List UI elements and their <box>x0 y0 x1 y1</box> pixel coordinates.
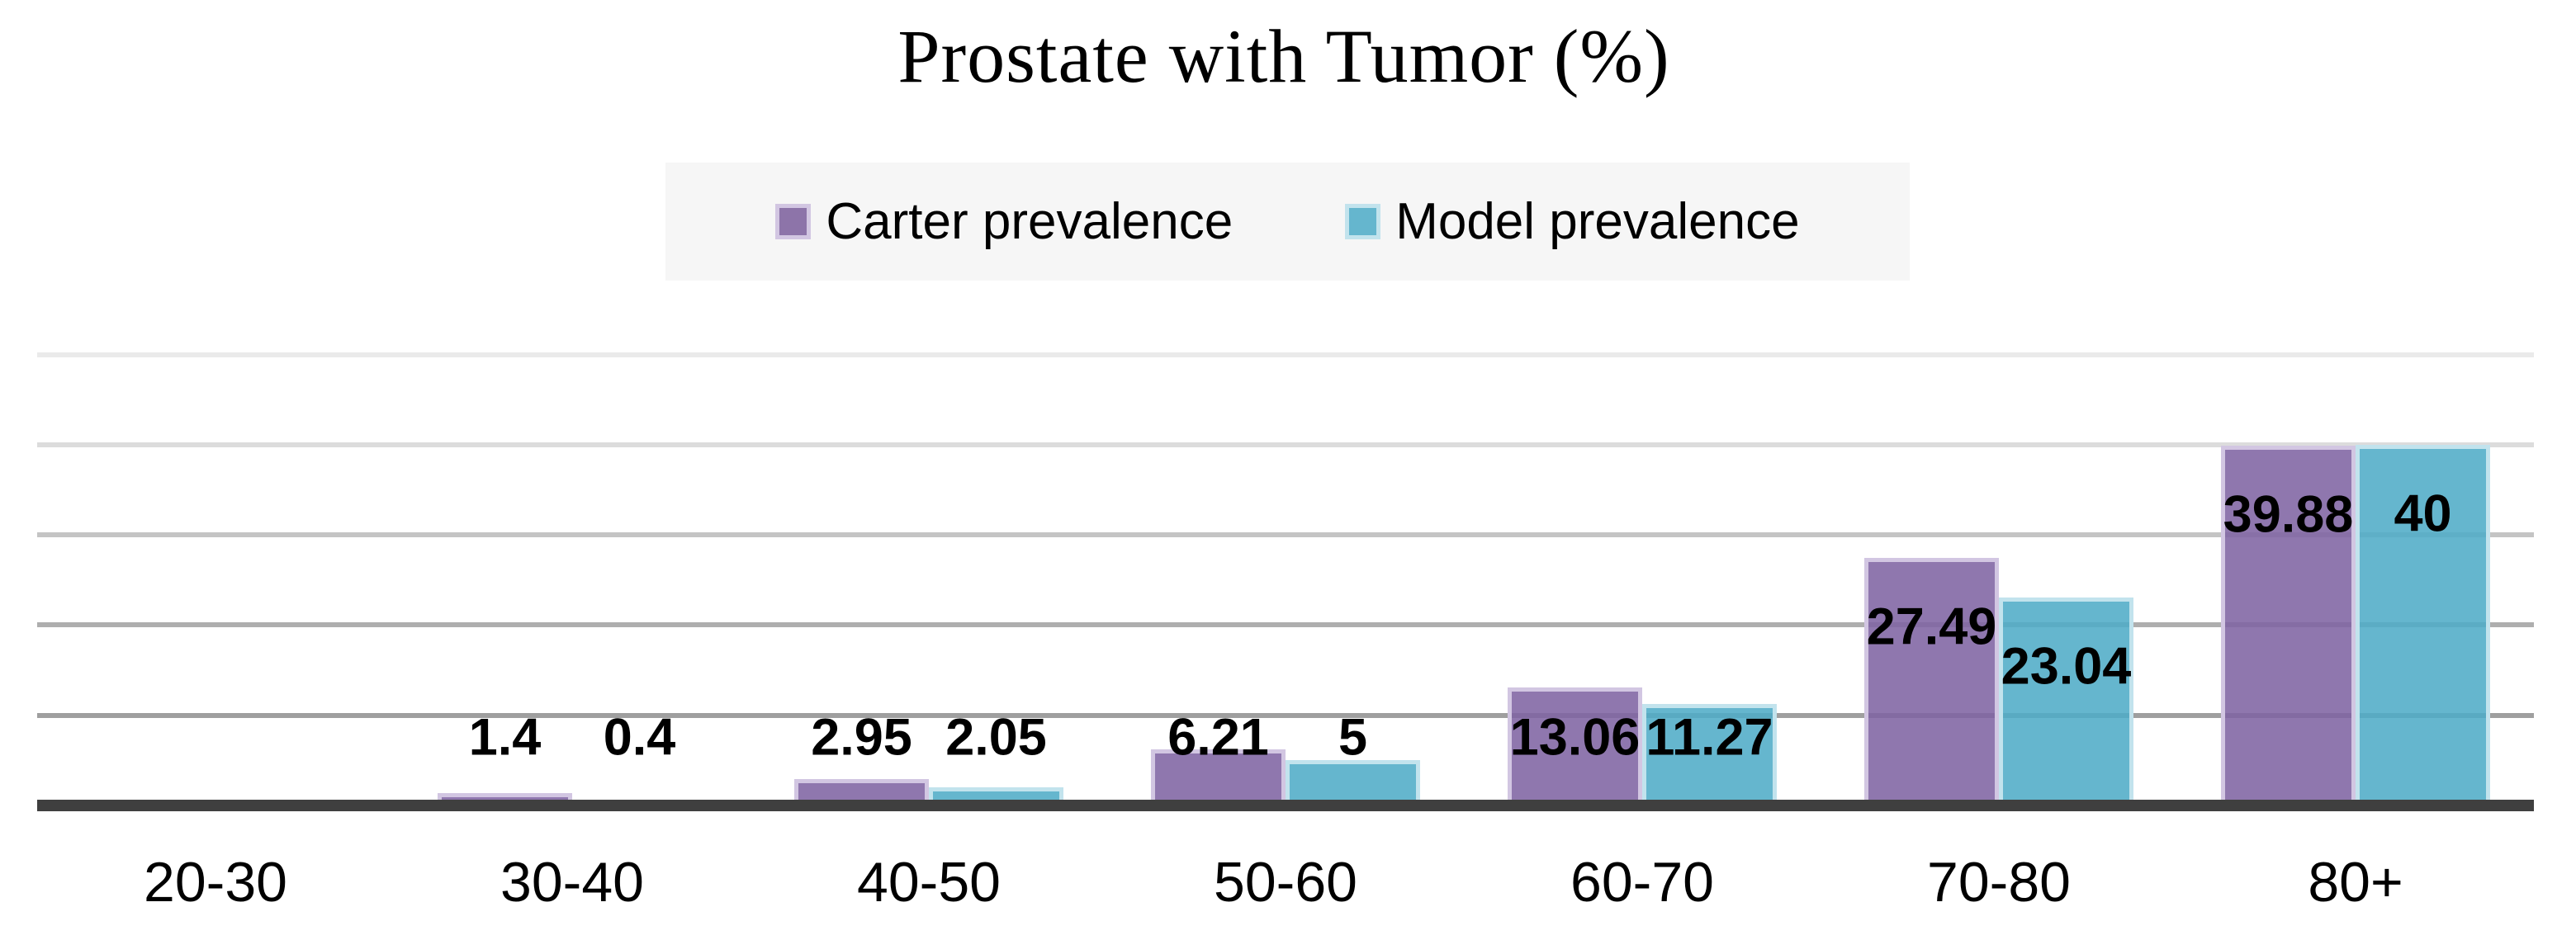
x-axis-label-50-60: 50-60 <box>1214 851 1357 914</box>
gridline-10 <box>37 712 2534 718</box>
data-label-model-70-80: 23.04 <box>2001 637 2132 696</box>
data-label-model-80+: 40 <box>2394 484 2452 543</box>
chart-title: Prostate with Tumor (%) <box>897 14 1670 98</box>
model-series-swatch-icon <box>1345 204 1381 239</box>
data-label-model-30-40: 0.4 <box>603 708 676 767</box>
legend-item-model: Model prevalence <box>1345 192 1800 250</box>
bar-model-70-80 <box>1999 598 2133 805</box>
data-label-model-50-60: 5 <box>1338 708 1368 767</box>
legend-label-model: Model prevalence <box>1395 192 1800 250</box>
carter-series-swatch-icon <box>775 204 812 239</box>
data-label-model-40-50: 2.05 <box>945 708 1047 767</box>
data-label-carter-60-70: 13.06 <box>1509 708 1641 767</box>
gridline-30 <box>37 532 2534 538</box>
bar-carter-50-60 <box>1151 749 1286 805</box>
bar-model-60-70 <box>1642 703 1777 805</box>
data-label-carter-30-40: 1.4 <box>468 708 542 767</box>
data-label-carter-50-60: 6.21 <box>1167 708 1269 767</box>
legend-item-carter: Carter prevalence <box>775 196 1233 248</box>
data-label-carter-40-50: 2.95 <box>811 708 912 767</box>
x-axis-line <box>37 800 2534 811</box>
bar-model-80+ <box>2356 444 2490 805</box>
x-axis-label-20-30: 20-30 <box>144 851 287 914</box>
bar-carter-70-80 <box>1864 557 1999 805</box>
gridline-50 <box>37 352 2534 357</box>
legend: Carter prevalence Model prevalence <box>665 163 1910 281</box>
data-label-carter-70-80: 27.49 <box>1866 598 1997 656</box>
gridline-40 <box>37 442 2534 447</box>
x-axis-label-70-80: 70-80 <box>1927 851 2071 914</box>
legend-label-carter: Carter prevalence <box>826 192 1234 250</box>
x-axis-label-40-50: 40-50 <box>857 851 1001 914</box>
bar-carter-80+ <box>2221 446 2356 805</box>
x-axis-label-80+: 80+ <box>2308 851 2403 914</box>
data-label-model-60-70: 11.27 <box>1646 708 1773 767</box>
bar-model-50-60 <box>1286 760 1420 805</box>
x-axis-label-60-70: 60-70 <box>1570 851 1714 914</box>
x-axis-label-30-40: 30-40 <box>500 851 644 914</box>
gridline-20 <box>37 622 2534 628</box>
data-label-carter-80+: 39.88 <box>2223 485 2354 544</box>
